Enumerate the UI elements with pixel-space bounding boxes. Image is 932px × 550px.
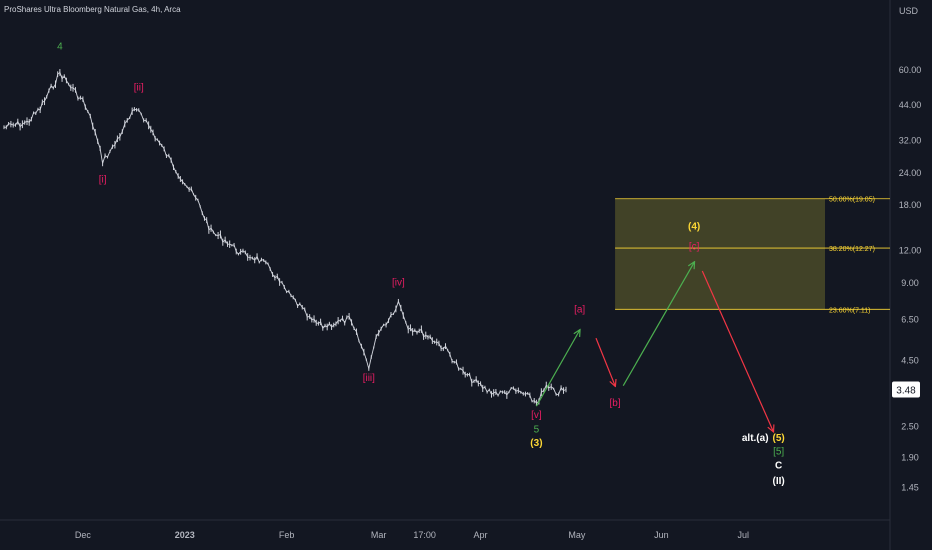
time-axis-tick: Dec: [75, 530, 92, 540]
price-axis-tick: 1.45: [901, 483, 919, 493]
time-axis-tick: Jul: [737, 530, 749, 540]
price-axis-tick: 4.50: [901, 356, 919, 366]
fib-retracement-box: [615, 198, 825, 310]
wave-label: [v]: [531, 410, 542, 421]
price-axis-tick: 44.00: [899, 100, 922, 110]
price-axis-tick: 60.00: [899, 65, 922, 75]
wave-label: [5]: [773, 446, 784, 457]
fib-level-label: 50.00%(19.05): [829, 197, 875, 204]
current-price-tag: [892, 381, 920, 398]
wave-label: alt.(a): [742, 433, 769, 444]
currency-label: USD: [898, 6, 918, 16]
wave-label: 4: [57, 42, 63, 53]
chart-title: ProShares Ultra Bloomberg Natural Gas, 4…: [4, 5, 181, 14]
wave-label: [iii]: [363, 373, 375, 384]
time-axis-tick: May: [568, 530, 586, 540]
time-axis-tick: Jun: [654, 530, 669, 540]
price-axis-tick: 32.00: [899, 136, 922, 146]
wave-label: (5): [773, 433, 785, 444]
time-axis-tick: Feb: [279, 530, 295, 540]
price-axis-tick: 9.00: [901, 278, 919, 288]
time-axis-tick: 2023: [175, 530, 195, 540]
fib-level-label: 23.60%(7.11): [829, 307, 871, 314]
projection-arrow-green: [622, 262, 694, 386]
wave-label: 5: [534, 425, 540, 436]
time-axis-tick: 17:00: [413, 530, 436, 540]
wave-label: [c]: [689, 242, 700, 253]
wave-label: (II): [773, 476, 785, 487]
wave-label: (3): [530, 438, 542, 449]
time-axis-tick: Mar: [371, 530, 387, 540]
price-axis-tick: 12.00: [899, 246, 922, 256]
projection-arrow-green: [535, 330, 579, 407]
current-price-label: 3.48: [896, 385, 916, 396]
projection-arrow-red: [595, 337, 615, 386]
wave-label: [b]: [610, 398, 621, 409]
wave-label: C: [775, 461, 782, 472]
price-axis-tick: 24.00: [899, 168, 922, 178]
price-axis-tick: 2.50: [901, 422, 919, 432]
wave-label: (4): [688, 221, 700, 232]
price-axis-tick: 1.90: [901, 452, 919, 462]
wave-label: [ii]: [134, 82, 144, 93]
wave-label: [i]: [99, 175, 107, 186]
price-series-line: [3, 71, 567, 404]
price-axis-tick: 18.00: [899, 200, 922, 210]
wave-label: [iv]: [392, 277, 405, 288]
time-axis-tick: Apr: [474, 530, 488, 540]
wave-label: [a]: [574, 305, 585, 316]
price-axis-tick: 6.50: [901, 314, 919, 324]
fib-level-label: 38.20%(12.27): [829, 246, 875, 253]
projection-arrow-red: [701, 270, 773, 431]
